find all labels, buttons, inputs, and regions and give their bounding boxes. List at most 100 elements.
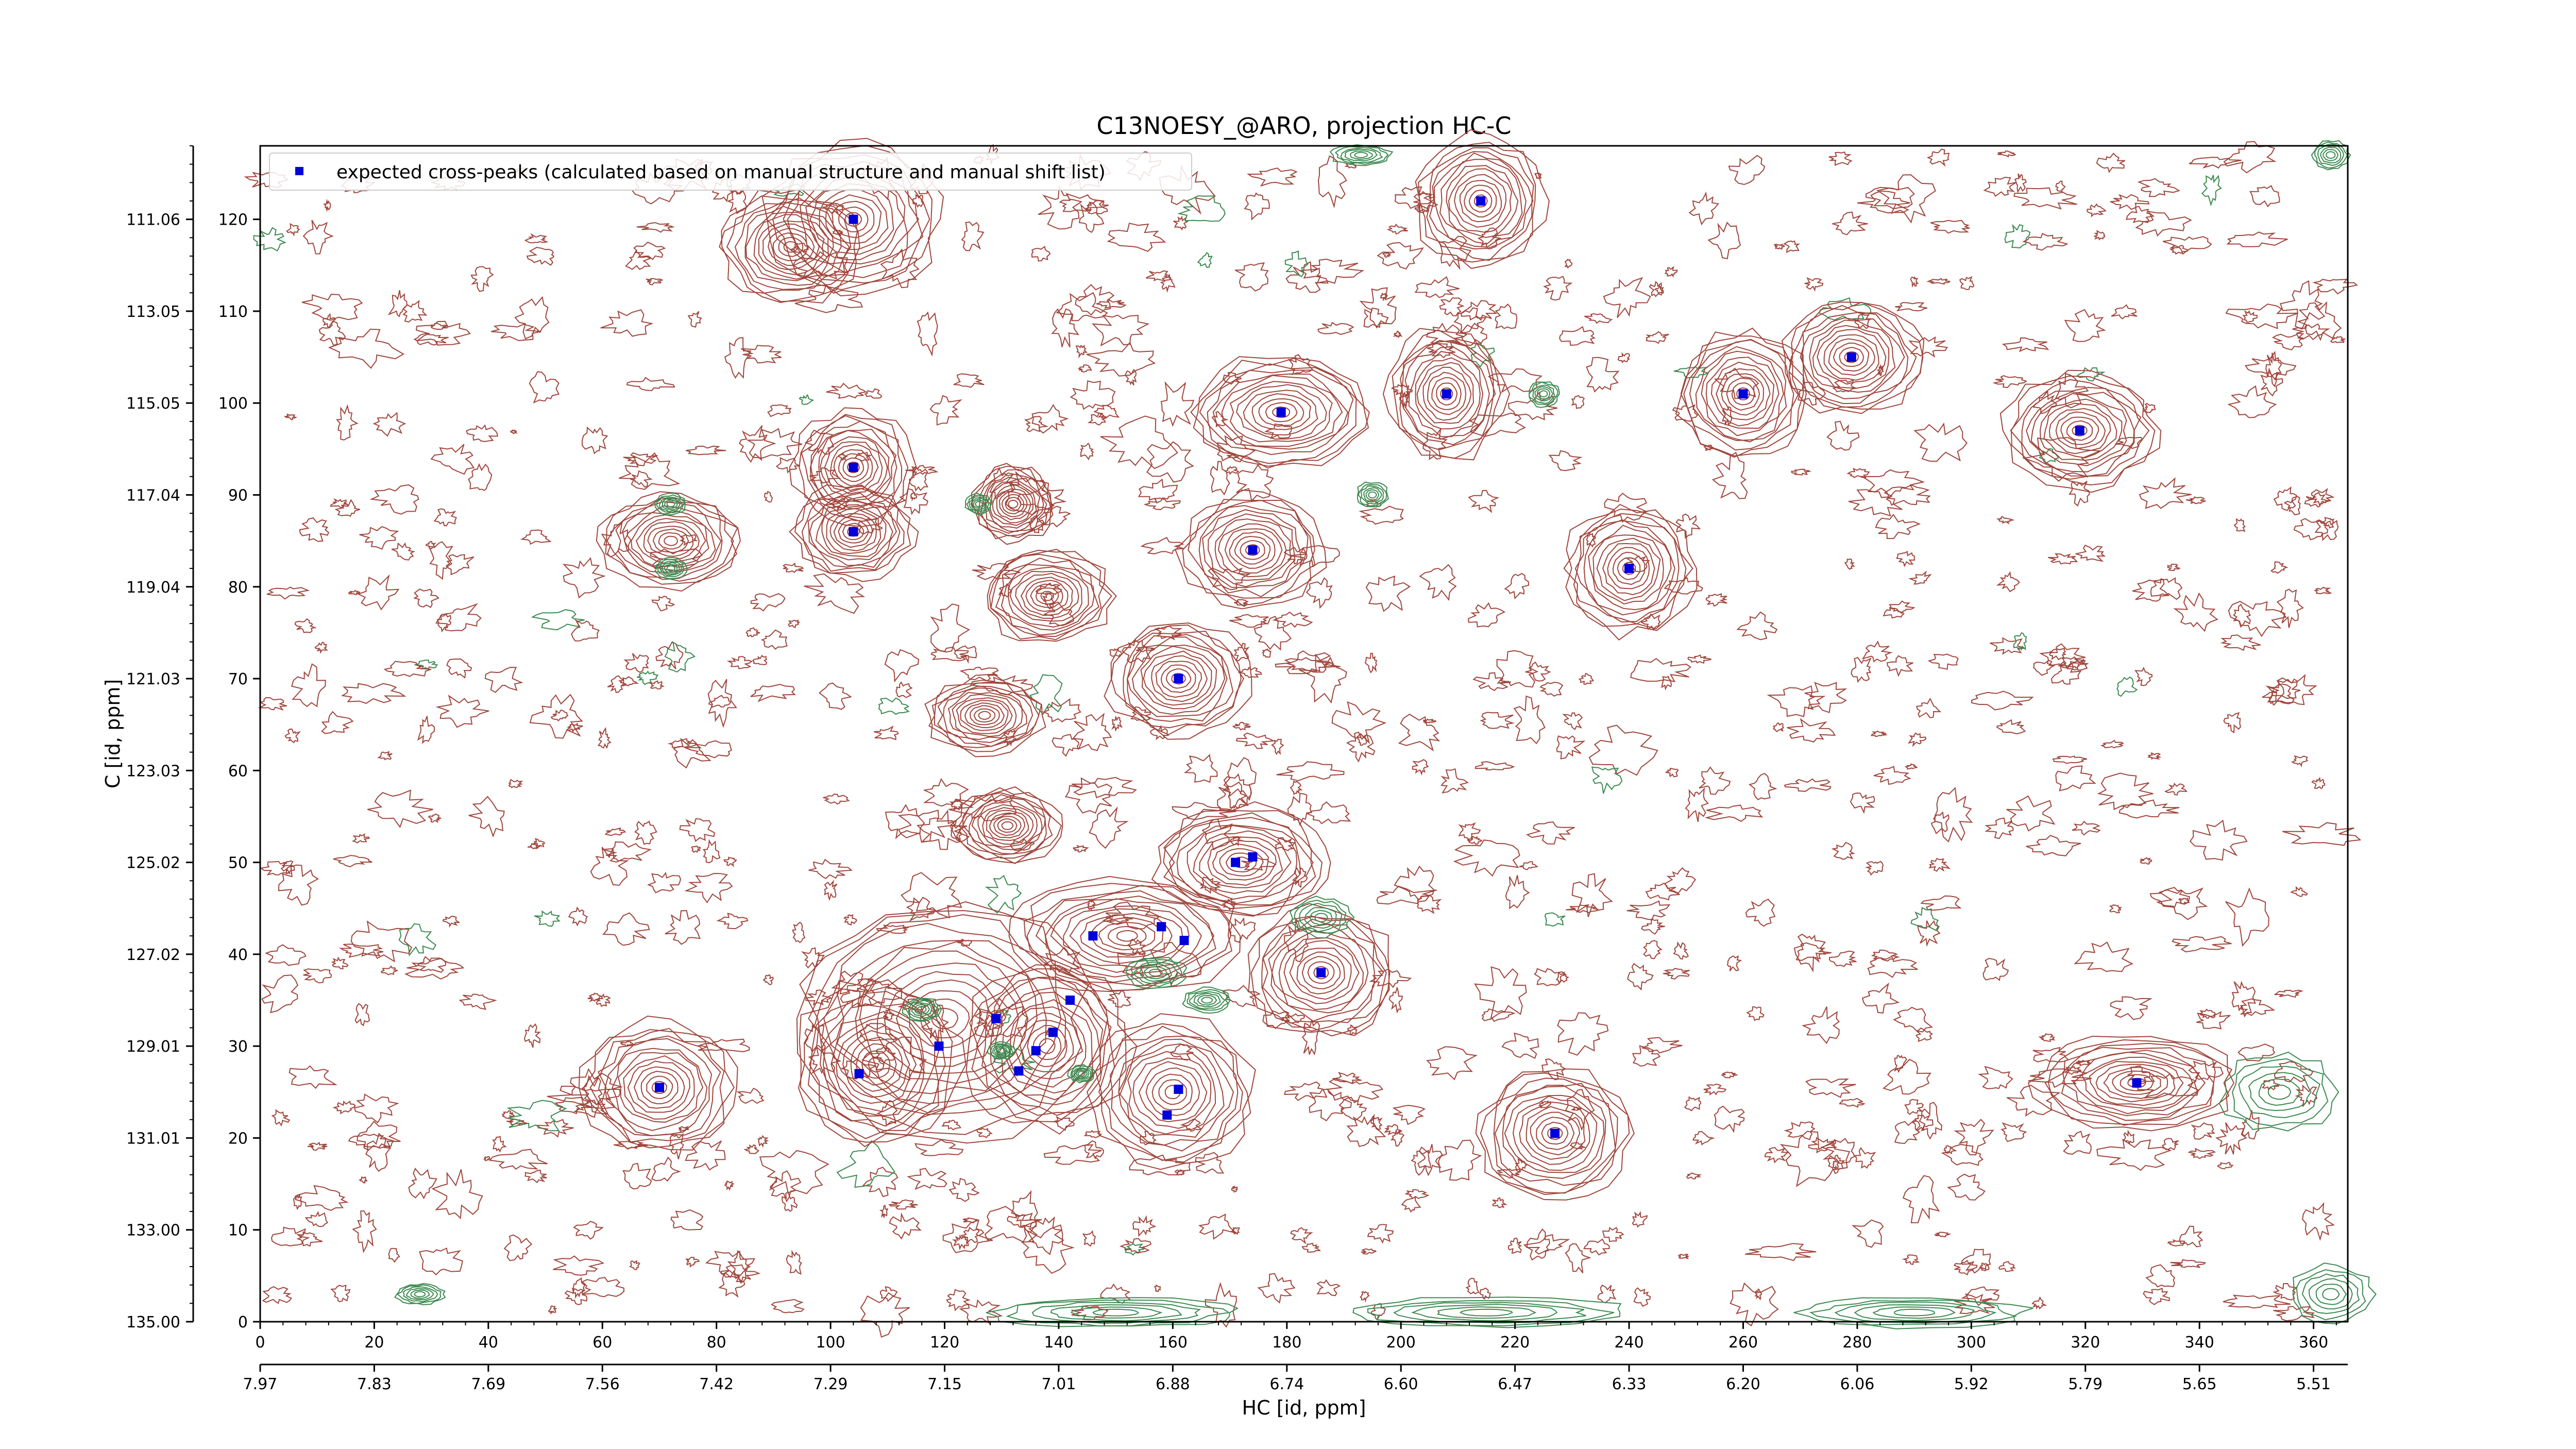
positive-contour-level bbox=[995, 558, 1099, 636]
noise-contour bbox=[2119, 799, 2180, 819]
positive-contour-level bbox=[1188, 500, 1316, 599]
noise-contour bbox=[350, 920, 413, 963]
noise-contour bbox=[750, 593, 786, 612]
positive-contour-level bbox=[842, 457, 864, 478]
noise-contour bbox=[1661, 676, 1672, 691]
noise-contour bbox=[1140, 536, 1184, 554]
positive-contour-level bbox=[1588, 525, 1672, 611]
noise-contour bbox=[1309, 1088, 1352, 1122]
noise-contour bbox=[1946, 1173, 1986, 1201]
noise-contour bbox=[2076, 367, 2106, 382]
noise-contour bbox=[745, 627, 760, 637]
noise-contour bbox=[1301, 1242, 1321, 1253]
noise-contour bbox=[872, 1047, 896, 1065]
noise-contour bbox=[433, 508, 457, 527]
y-axis-label: C [id, ppm] bbox=[101, 679, 124, 788]
noise-contour bbox=[1042, 698, 1081, 723]
noise-contour bbox=[2147, 752, 2161, 760]
noise-contour bbox=[1504, 572, 1530, 600]
cross-peak-marker bbox=[991, 1014, 1001, 1023]
noise-contour bbox=[1154, 625, 1183, 641]
negative-contour-level bbox=[2322, 1288, 2340, 1301]
noise-contour bbox=[946, 1289, 971, 1311]
positive-peak-25 bbox=[1086, 1013, 1256, 1170]
positive-contour-level bbox=[861, 1050, 891, 1079]
positive-contour-level bbox=[1519, 1101, 1590, 1165]
noise-contour bbox=[2227, 385, 2277, 418]
noise-contour bbox=[348, 1133, 395, 1151]
positive-contour-level bbox=[978, 469, 1053, 536]
noise-contour bbox=[1865, 861, 1884, 876]
noise-contour bbox=[2110, 996, 2153, 1020]
positive-contour-level bbox=[1427, 372, 1467, 415]
noise-contour bbox=[1223, 372, 1242, 385]
positive-contour-level bbox=[1999, 369, 2162, 493]
positive-contour-level bbox=[2027, 1036, 2235, 1132]
negative-contour-level bbox=[2248, 1072, 2312, 1111]
noise-contour bbox=[2268, 689, 2278, 705]
positive-contour-level bbox=[1439, 159, 1523, 245]
noise-contour bbox=[723, 1180, 735, 1191]
noise-contour bbox=[1736, 611, 1778, 641]
noise-contour bbox=[1496, 650, 1538, 688]
negative-contour-level bbox=[1536, 388, 1551, 400]
noise-contour bbox=[959, 667, 999, 682]
negative-contour-level bbox=[1077, 1071, 1086, 1077]
noise-contour bbox=[2295, 1084, 2318, 1107]
noise-contour bbox=[321, 711, 354, 734]
noise-contour bbox=[1093, 405, 1120, 418]
noise-contour bbox=[1959, 276, 1975, 290]
noise-contour bbox=[1361, 1248, 1377, 1255]
x-tick-label: 320 bbox=[2071, 1334, 2100, 1352]
noise-contour bbox=[1525, 661, 1551, 682]
noise-contour bbox=[2188, 1060, 2224, 1081]
noise-contour bbox=[840, 1058, 877, 1080]
positive-contour-level bbox=[1547, 1127, 1563, 1140]
noise-contour bbox=[942, 1219, 993, 1254]
positive-contour-level bbox=[2073, 1051, 2199, 1115]
noise-contour bbox=[757, 1135, 769, 1148]
noise-contour bbox=[2096, 153, 2126, 173]
noise-contour bbox=[750, 684, 796, 702]
noise-contour bbox=[2137, 178, 2180, 197]
noise-contour bbox=[2097, 772, 2154, 811]
positive-contour-level bbox=[1426, 147, 1534, 261]
positive-contour-level bbox=[1015, 572, 1079, 619]
x-axis-label: HC [id, ppm] bbox=[1242, 1396, 1366, 1419]
positive-contour-level bbox=[1199, 363, 1357, 464]
noise-contour bbox=[1908, 570, 1932, 585]
positive-contour-level bbox=[789, 484, 919, 582]
positive-contour-level bbox=[976, 977, 1115, 1116]
noise-contour bbox=[314, 642, 328, 654]
noise-contour bbox=[1382, 252, 1392, 258]
noise-contour bbox=[1107, 989, 1132, 1008]
noise-contour bbox=[2167, 1239, 2187, 1246]
negative-contour-level bbox=[654, 557, 688, 579]
noise-contour bbox=[1538, 1100, 1552, 1109]
noise-contour bbox=[629, 1260, 640, 1270]
noise-contour bbox=[1359, 1291, 1370, 1303]
noise-contour bbox=[1031, 403, 1069, 434]
noise-contour bbox=[2170, 245, 2189, 255]
positive-contour-level bbox=[627, 1060, 690, 1113]
noise-contour bbox=[792, 921, 806, 943]
noise-contour bbox=[1211, 411, 1229, 428]
noise-contour bbox=[962, 1217, 978, 1223]
noise-contour bbox=[1783, 240, 1801, 254]
positive-contour-level bbox=[986, 810, 1029, 841]
noise-contour bbox=[718, 1270, 745, 1298]
negative-contour-level bbox=[1352, 1296, 1622, 1328]
noise-contour bbox=[1475, 761, 1515, 771]
noise-contour bbox=[1070, 380, 1116, 410]
noise-contour bbox=[1961, 1249, 1991, 1274]
noise-contour bbox=[1633, 1287, 1651, 1307]
negative-contour-level bbox=[1076, 1069, 1088, 1078]
positive-contour-level bbox=[618, 1052, 704, 1123]
plot-frame bbox=[259, 145, 2349, 1323]
noise-contour bbox=[1860, 469, 1925, 498]
noise-contour bbox=[2074, 941, 2133, 972]
positive-contour-level bbox=[1839, 347, 1865, 367]
noise-contour bbox=[404, 957, 465, 980]
positive-contour-level bbox=[1404, 346, 1490, 440]
noise-contour bbox=[354, 1003, 370, 1026]
